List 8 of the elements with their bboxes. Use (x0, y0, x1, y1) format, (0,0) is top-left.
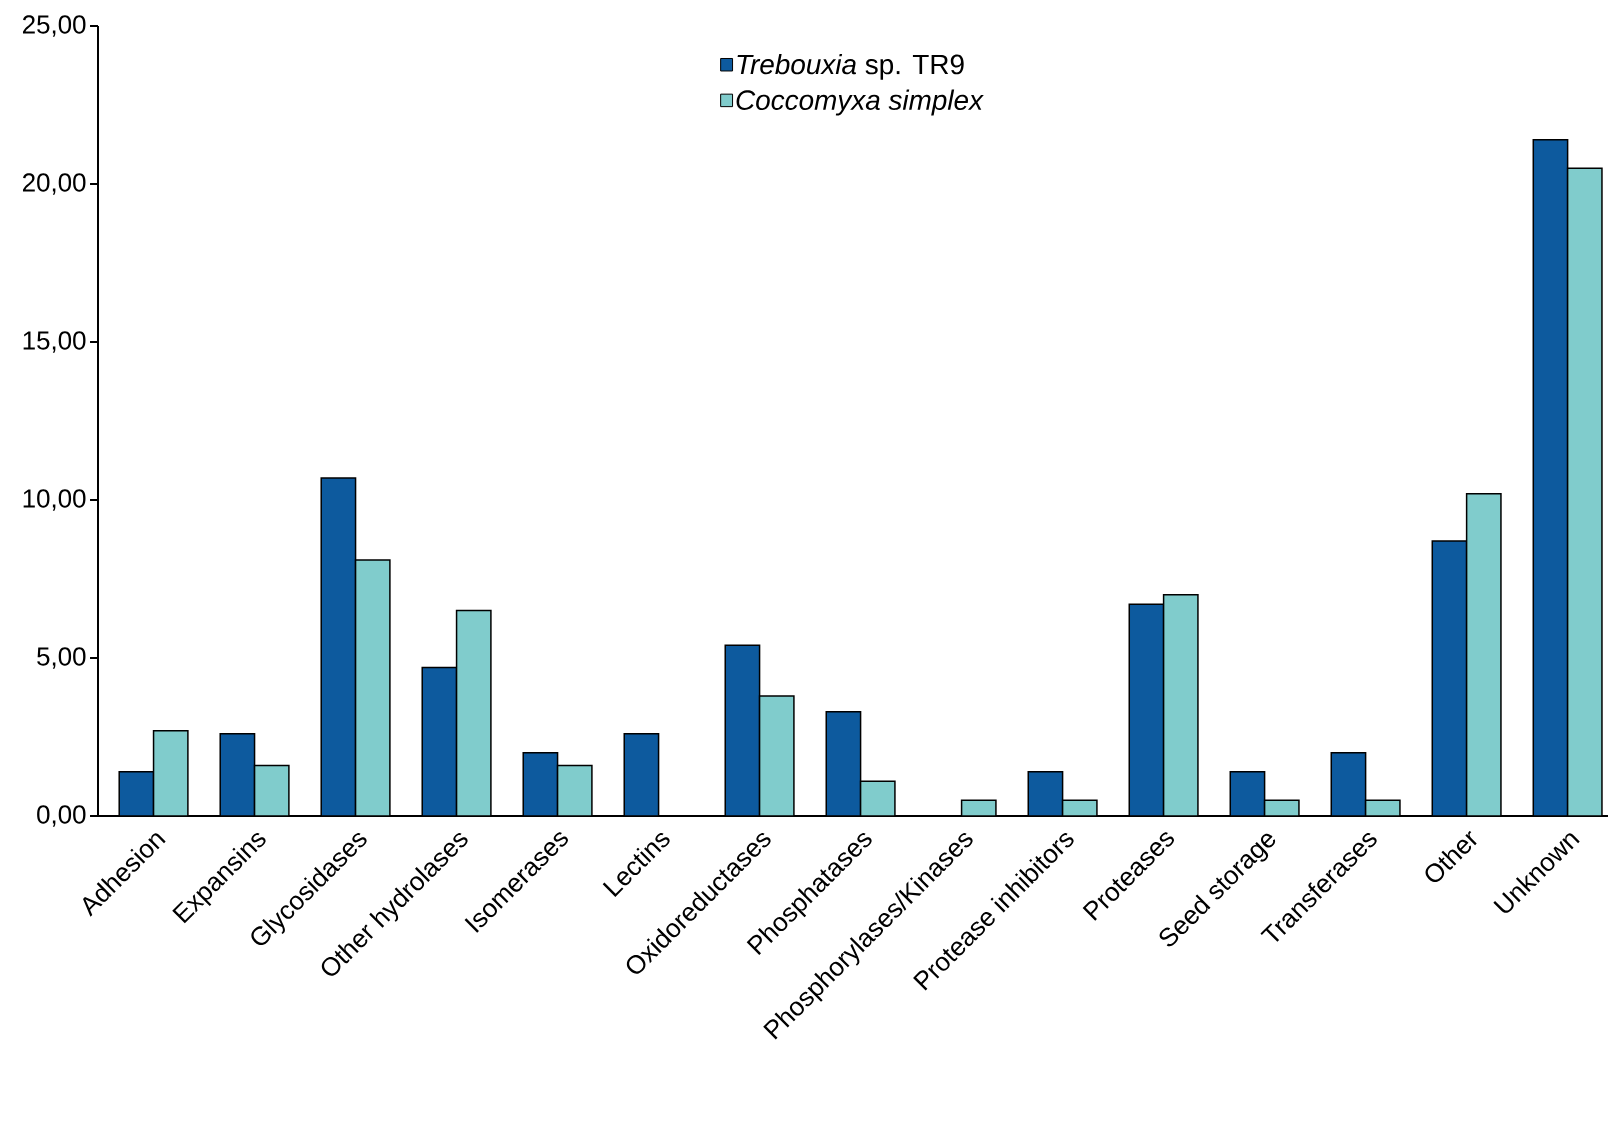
y-tick-label: 5,00 (37, 647, 86, 669)
legend-label: Trebouxia sp. TR9 (737, 53, 964, 80)
legend-label: Coccomyxa simplex (736, 89, 984, 116)
y-tick-label: 15,00 (23, 331, 86, 353)
y-tick-label: 0,00 (37, 805, 86, 827)
y-tick-label: 20,00 (22, 173, 86, 195)
y-tick-label: 10,00 (23, 489, 86, 511)
y-tick-label: 25,00 (22, 15, 86, 37)
